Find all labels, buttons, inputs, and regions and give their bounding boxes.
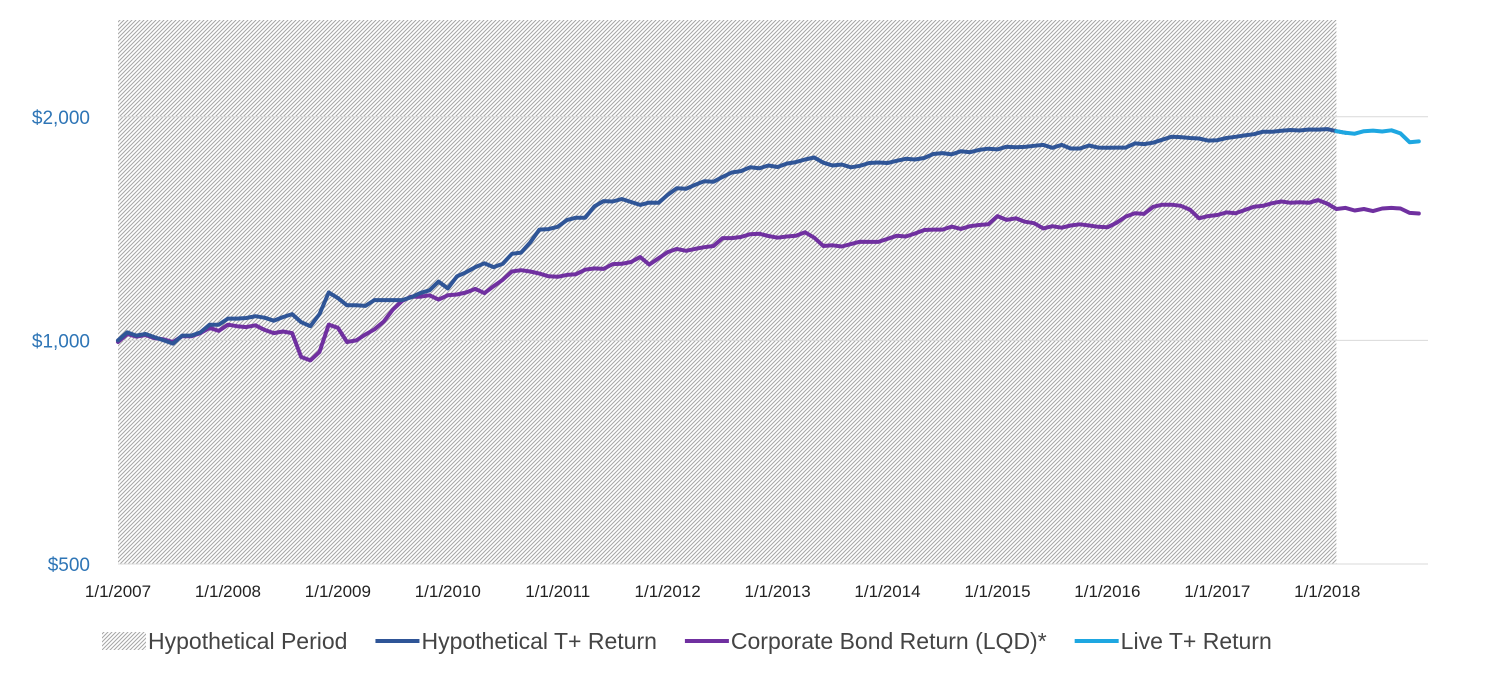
x-tick-label: 1/1/2012 [635,582,701,601]
axes: $500 $1,000 $2,000 1/1/2007 1/1/2008 1/1/2009… [32,108,1428,601]
x-tick-label: 1/1/2014 [854,582,920,601]
legend-label: Corporate Bond Return (LQD)* [731,628,1047,654]
x-tick-label: 1/1/2010 [415,582,481,601]
x-tick-label: 1/1/2008 [195,582,261,601]
series-line-hypothetical-t [116,127,1348,346]
x-tick-label: 1/1/2017 [1184,582,1250,601]
x-tick-label: 1/1/2013 [744,582,810,601]
legend-swatch-hatch [102,632,146,650]
series-lines [116,127,1421,363]
legend-label: Hypothetical Period [148,628,347,654]
y-tick-label: $2,000 [32,108,90,129]
legend-label: Live T+ Return [1121,628,1272,654]
series-line-live-t [1334,128,1421,145]
x-tick-label: 1/1/2018 [1294,582,1360,601]
y-tick-label: $500 [48,555,90,576]
legend-label: Hypothetical T+ Return [421,628,656,654]
x-tick-label: 1/1/2007 [85,582,151,601]
x-tick-label: 1/1/2009 [305,582,371,601]
x-tick-label: 1/1/2016 [1074,582,1140,601]
hypothetical-period-region [118,20,1337,564]
series-line-lqd [116,198,1421,363]
x-tick-label: 1/1/2011 [525,582,590,601]
legend: Hypothetical Period Hypothetical T+ Retur… [102,628,1272,654]
y-tick-label: $1,000 [32,331,90,352]
x-tick-label: 1/1/2015 [964,582,1030,601]
hypothetical-period-shading [118,20,1337,564]
